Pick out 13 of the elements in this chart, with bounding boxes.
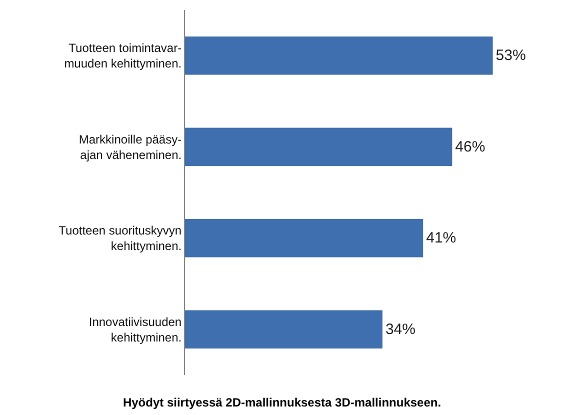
bar (185, 218, 424, 258)
y-tick-label: Innovatiivisuuden kehittyminen. (88, 314, 182, 344)
y-tick-label: Tuotteen toimintavar- muuden kehittyminen. (64, 41, 182, 71)
y-tick-label: Markkinoille pääsy- ajan väheneminen. (78, 132, 182, 162)
data-label: 46% (455, 138, 486, 156)
y-tick-label: Tuotteen suorituskyvyn kehittyminen. (58, 224, 182, 254)
bar (185, 310, 382, 349)
data-label: 41% (426, 230, 456, 247)
data-label: 53% (496, 47, 526, 64)
data-label: 34% (385, 320, 416, 338)
text: Hyödyt siirtyessä 2D-mallinnuksesta 3D-mallinnukseen. (122, 396, 442, 410)
bar (185, 36, 493, 75)
bar (185, 128, 452, 166)
